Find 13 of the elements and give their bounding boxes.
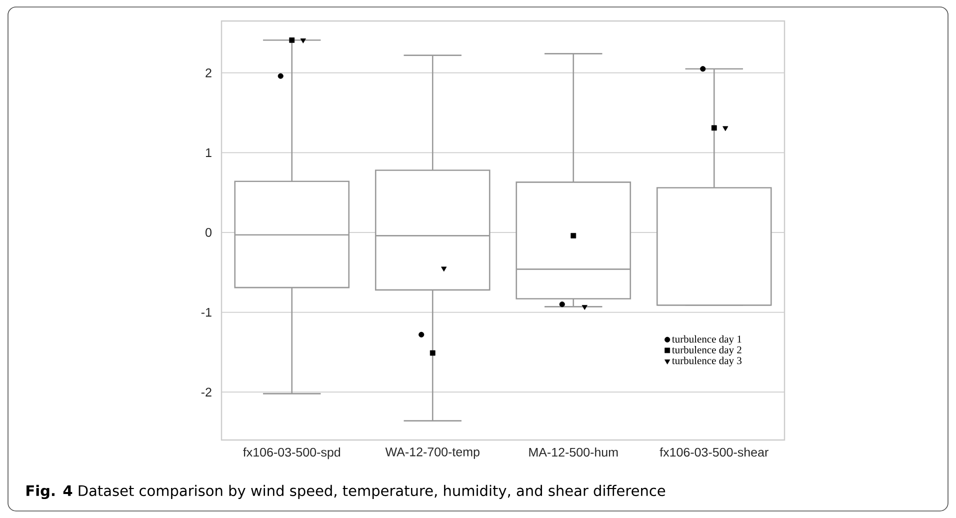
x-tick-label: fx106-03-500-shear [660,448,768,457]
x-tick-label: fx106-03-500-spd [243,448,340,460]
x-tick-label: MA-12-500-hum [529,448,618,457]
legend-label: turbulence day 1 [672,335,742,345]
y-tick-label: -1 [201,308,212,317]
x-tick-label: WA-12-700-temp [385,448,480,459]
y-tick-label: 1 [206,148,212,157]
legend-label: turbulence day 2 [672,346,742,356]
y-tick-label: 0 [206,228,212,237]
y-tick-label: -2 [201,388,212,396]
y-tick-label: 2 [206,68,212,78]
text: Fig. 4 Dataset comparison by wind speed, temperature, humidity, and shear difference [26,484,666,500]
legend-label: turbulence day 3 [672,356,742,366]
